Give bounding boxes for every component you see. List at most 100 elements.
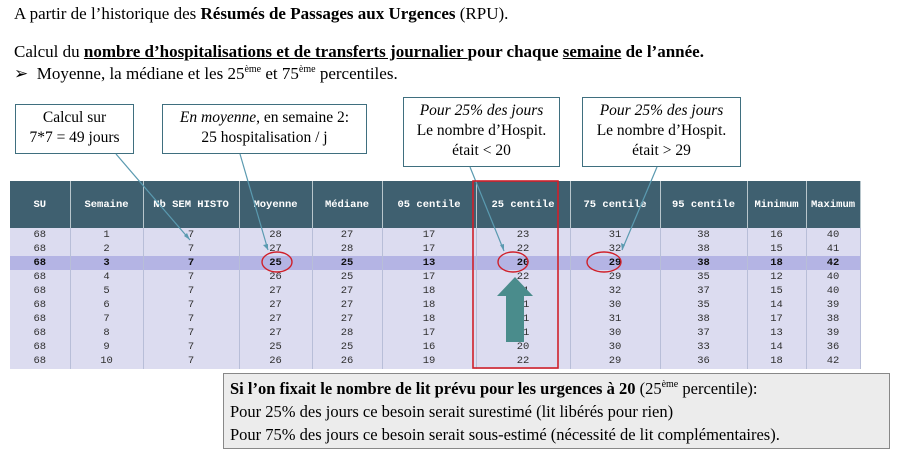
callout-text: Calcul sur: [42, 109, 107, 126]
intro-line3-text-mid: et 75: [261, 64, 299, 83]
bullet-arrow-icon: ➢: [14, 64, 29, 83]
table-cell: 20: [476, 340, 571, 355]
table-cell: 68: [10, 284, 71, 299]
table-cell: 18: [747, 354, 807, 369]
column-header: Maximum: [806, 181, 861, 228]
table-cell: 8: [70, 326, 144, 341]
table-cell: 26: [239, 270, 313, 285]
table-cell: 27: [312, 312, 383, 327]
table-cell: 25: [312, 340, 383, 355]
table-cell: 68: [10, 270, 71, 285]
table-row: 68 5 7 27 27 18 21 32 37 15 40: [10, 284, 861, 299]
table-cell: 7: [143, 312, 240, 327]
table-cell: 68: [10, 298, 71, 313]
table-row: 68 1 7 28 27 17 23 31 38 16 40: [10, 228, 861, 243]
table-cell: 68: [10, 354, 71, 369]
intro-line3-text: Moyenne, la médiane et les 25: [36, 64, 245, 83]
callout-average-week2: En moyenne, en semaine 2: 25 hospitalisa…: [162, 104, 367, 154]
column-header: 95 centile: [660, 181, 748, 228]
table-cell: 12: [747, 270, 807, 285]
table-cell: 13: [382, 256, 477, 271]
intro-text: A partir de l’historique des: [14, 4, 201, 23]
table-cell: 29: [570, 256, 661, 271]
table-cell: 38: [660, 256, 748, 271]
table-cell: 27: [239, 298, 313, 313]
table-cell: 1: [70, 228, 144, 243]
table-cell: 31: [570, 228, 661, 243]
table-cell: 68: [10, 228, 71, 243]
table-cell: 25: [239, 256, 313, 271]
table-cell: 31: [570, 312, 661, 327]
table-cell: 38: [660, 228, 748, 243]
table-cell: 25: [312, 256, 383, 271]
table-cell: 27: [312, 298, 383, 313]
table-cell: 27: [239, 284, 313, 299]
table-cell: 21: [476, 312, 571, 327]
table-cell: 13: [747, 326, 807, 341]
table-cell: 14: [747, 340, 807, 355]
intro-line-3: ➢ Moyenne, la médiane et les 25ème et 75…: [14, 64, 398, 84]
superscript: ème: [298, 64, 316, 75]
callout-calculation-days: Calcul sur 7*7 = 49 jours: [15, 104, 134, 154]
table-cell: 68: [10, 312, 71, 327]
table-cell: 33: [660, 340, 748, 355]
callout-text: Le nombre d’Hospit.: [596, 122, 727, 139]
weekly-hospitalisation-table: SU Semaine Nb SEM HISTO Moyenne Médiane …: [10, 181, 861, 369]
table-cell: 7: [143, 270, 240, 285]
table-cell: 39: [806, 326, 861, 341]
table-cell: 28: [312, 242, 383, 257]
conclusion-line-2: Pour 25% des jours ce besoin serait sure…: [230, 402, 674, 421]
table-cell: 30: [570, 326, 661, 341]
table-cell: 15: [747, 284, 807, 299]
column-header: 05 centile: [382, 181, 477, 228]
callout-text: était < 20: [452, 142, 511, 159]
table-cell: 21: [476, 284, 571, 299]
callout-text: 7*7 = 49 jours: [29, 129, 120, 146]
callout-italic-text: En moyenne: [179, 109, 257, 126]
table-cell: 17: [747, 312, 807, 327]
table-cell: 68: [10, 340, 71, 355]
table-cell: 25: [239, 340, 313, 355]
table-cell: 21: [476, 298, 571, 313]
callout-text: 25 hospitalisation / j: [201, 129, 328, 146]
intro-line-1: A partir de l’historique des Résumés de …: [14, 4, 508, 24]
table-cell: 7: [143, 242, 240, 257]
table-cell: 27: [239, 312, 313, 327]
table-cell: 25: [312, 270, 383, 285]
table-cell: 40: [806, 270, 861, 285]
table-cell: 27: [239, 326, 313, 341]
table-cell: 30: [570, 298, 661, 313]
table-cell: 19: [382, 354, 477, 369]
table-cell: 7: [70, 312, 144, 327]
table-cell: 17: [382, 270, 477, 285]
table-cell: 29: [570, 270, 661, 285]
table-cell: 27: [312, 228, 383, 243]
table-row: 68 9 7 25 25 16 20 30 33 14 36: [10, 340, 861, 355]
table-cell: 22: [476, 354, 571, 369]
table-row: 68 10 7 26 26 19 22 29 36 18 42: [10, 354, 861, 369]
table-cell: 68: [10, 326, 71, 341]
table-cell: 35: [660, 298, 748, 313]
callout-text: Pour 25% des jours: [419, 102, 544, 119]
table-cell: 29: [570, 354, 661, 369]
table-cell: 40: [806, 284, 861, 299]
table-cell: 26: [312, 354, 383, 369]
column-header: Moyenne: [239, 181, 313, 228]
callout-75th-percentile: Pour 25% des jours Le nombre d’Hospit. é…: [582, 97, 741, 167]
column-header: 25 centile: [476, 181, 571, 228]
intro-bold-text: Résumés de Passages aux Urgences: [200, 4, 456, 23]
table-cell: 38: [806, 312, 861, 327]
table-cell: 18: [382, 284, 477, 299]
table-row: 68 3 7 25 25 13 20 29 38 18 42: [10, 256, 861, 271]
table-cell: 22: [476, 242, 571, 257]
table-body: 68 1 7 28 27 17 23 31 38 16 40 68 2 7 27 28 17 22 32 38 15 41…: [10, 228, 861, 369]
callout-25th-percentile: Pour 25% des jours Le nombre d’Hospit. é…: [403, 97, 560, 167]
intro-line2-bold-end: de l’année.: [621, 42, 704, 61]
callout-text: était > 29: [632, 142, 691, 159]
table-cell: 20: [476, 256, 571, 271]
table-cell: 10: [70, 354, 144, 369]
table-cell: 9: [70, 340, 144, 355]
table-cell: 38: [660, 242, 748, 257]
callout-text: Le nombre d’Hospit.: [416, 122, 547, 139]
superscript: ème: [244, 64, 262, 75]
